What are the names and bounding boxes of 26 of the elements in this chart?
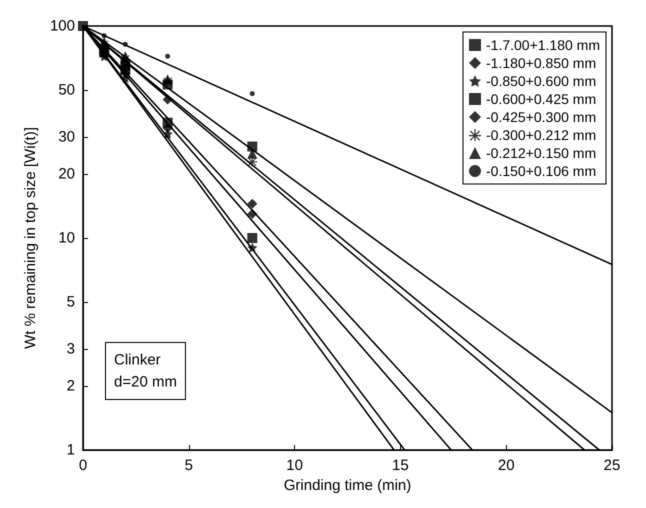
annotation: Clinker d=20 mm (114, 352, 177, 390)
y-tick-label: 1 (66, 442, 75, 458)
x-axis-title: Grinding time (min) (284, 476, 412, 494)
legend-label: -0.850+0.600 mm (486, 73, 596, 89)
y-axis-title: Wt % remaining in top size [Wi(t)] (22, 127, 39, 349)
legend-label: -1.180+0.850 mm (486, 55, 596, 71)
x-tick-label: 20 (498, 457, 515, 474)
y-tick-label: 100 (50, 18, 75, 34)
x-tick-label: 0 (78, 457, 88, 474)
x-tick-label: 25 (604, 457, 620, 474)
y-tick-label: 10 (58, 230, 75, 246)
y-tick-label: 20 (58, 166, 75, 183)
legend-label: -0.600+0.425 mm (486, 91, 596, 107)
legend-label: -0.150+0.106 mm (486, 163, 596, 179)
legend-label: -1.7.00+1.180 mm (486, 37, 600, 53)
y-tick-label: 2 (66, 378, 75, 395)
legend-label: -0.212+0.150 mm (486, 145, 596, 161)
legend-label: -0.300+0.212 mm (486, 127, 596, 143)
y-tick-label: 30 (58, 128, 75, 146)
legend-label: -0.425+0.300 mm (486, 109, 596, 125)
y-tick-label: 5 (66, 293, 75, 310)
y-tick-label: 50 (58, 81, 75, 98)
y-tick-label: 3 (66, 340, 75, 358)
x-tick-label: 5 (184, 457, 193, 474)
x-tick-label: 10 (286, 457, 303, 474)
x-tick-label: 15 (392, 457, 409, 474)
